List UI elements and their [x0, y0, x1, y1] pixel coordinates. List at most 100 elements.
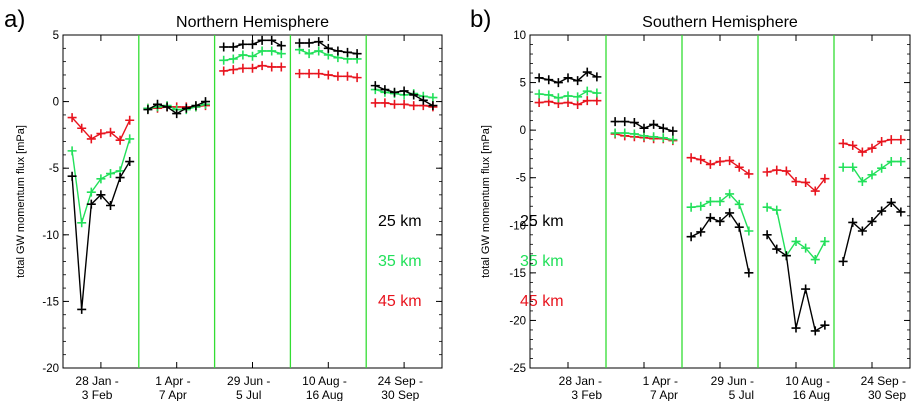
data-point — [877, 163, 887, 173]
data-point — [838, 138, 848, 148]
data-point — [867, 143, 877, 153]
data-point — [592, 72, 602, 82]
data-point — [314, 69, 324, 79]
data-point — [77, 304, 87, 314]
data-point — [115, 135, 125, 145]
data-point — [534, 73, 544, 83]
series-line-35km — [766, 206, 826, 261]
x-tick-label: 30 Sep — [868, 388, 906, 401]
x-tick-label: 7 Apr — [159, 388, 187, 401]
data-point — [762, 230, 772, 240]
data-point — [620, 128, 630, 138]
data-point — [143, 105, 153, 115]
legend-item-25km: 25 km — [520, 213, 564, 230]
data-point — [886, 197, 896, 207]
data-point — [409, 101, 419, 111]
series-line-25km — [71, 161, 131, 310]
data-point — [744, 169, 754, 179]
data-point — [67, 171, 77, 181]
plot-frame — [62, 34, 443, 369]
data-point — [370, 81, 380, 91]
data-point — [649, 132, 659, 142]
y-tick-label: 5 — [520, 78, 526, 90]
data-point — [553, 78, 563, 88]
data-point — [219, 66, 229, 76]
y-tick-label: -10 — [42, 230, 59, 242]
x-tick-label: 3 Feb — [82, 388, 113, 401]
data-point — [582, 67, 592, 77]
data-point — [248, 39, 257, 49]
y-tick-label: -15 — [509, 268, 526, 280]
data-point — [534, 98, 544, 108]
x-tick-label: 30 Sep — [381, 388, 419, 401]
data-point — [762, 202, 772, 212]
data-point — [696, 201, 706, 211]
data-point — [715, 216, 725, 226]
data-point — [267, 62, 277, 72]
data-point — [725, 189, 735, 199]
data-point — [592, 88, 602, 98]
data-point — [848, 140, 858, 150]
data-point — [370, 98, 380, 108]
legend-item-45km: 45 km — [378, 293, 422, 310]
data-point — [668, 135, 678, 145]
chart-title: Southern Hemisphere — [642, 14, 798, 31]
panel-label: a) — [4, 6, 25, 33]
data-point — [304, 69, 314, 79]
data-point — [772, 205, 782, 215]
data-point — [810, 326, 820, 336]
data-point — [409, 90, 419, 100]
data-point — [649, 119, 659, 129]
series-line-25km — [842, 201, 902, 262]
data-point — [820, 174, 830, 184]
data-point — [96, 174, 106, 184]
x-tick-label: 28 Jan - — [559, 374, 602, 388]
x-tick-label: 16 Aug — [793, 388, 830, 401]
x-tick-label: 3 Feb — [571, 388, 602, 401]
data-point — [534, 89, 544, 99]
x-tick-label: 29 Jun - — [227, 374, 270, 388]
data-point — [553, 93, 563, 103]
data-point — [106, 169, 116, 179]
data-point — [658, 133, 668, 143]
data-point — [801, 243, 811, 253]
panel-northern-hemisphere: a) Northern Hemisphere total GW momentum… — [4, 6, 443, 401]
data-point — [294, 69, 304, 79]
data-point — [896, 135, 906, 145]
data-point — [276, 62, 286, 72]
data-point — [801, 177, 811, 187]
data-point — [106, 127, 116, 137]
data-point — [848, 217, 858, 227]
x-tick-label: 1 Apr - — [155, 374, 190, 388]
data-point — [67, 146, 77, 156]
data-point — [389, 99, 399, 109]
data-point — [791, 323, 801, 333]
data-point — [86, 134, 96, 144]
data-point — [886, 157, 896, 167]
data-point — [380, 98, 390, 108]
data-point — [686, 153, 696, 163]
data-point — [125, 157, 135, 167]
data-point — [248, 51, 257, 61]
data-point — [228, 65, 238, 75]
y-tick-label: -10 — [509, 220, 526, 232]
data-point — [544, 90, 554, 100]
y-tick-label: 10 — [513, 30, 526, 42]
data-point — [857, 177, 867, 187]
data-point — [658, 123, 668, 133]
data-point — [620, 117, 630, 127]
data-point — [352, 73, 362, 83]
data-point — [639, 123, 649, 133]
y-tick-label: -5 — [516, 173, 526, 185]
data-point — [563, 73, 573, 83]
x-tick-label: 5 Jul — [236, 388, 261, 401]
legend-item-35km: 35 km — [520, 253, 564, 270]
data-point — [563, 91, 573, 101]
data-point — [267, 35, 277, 45]
data-point — [886, 135, 896, 145]
data-point — [762, 167, 772, 177]
y-axis-label: total GW momentum flux [mPa] — [15, 125, 27, 278]
data-point — [343, 47, 353, 57]
legend-item-25km: 25 km — [378, 213, 422, 230]
data-point — [610, 128, 620, 138]
